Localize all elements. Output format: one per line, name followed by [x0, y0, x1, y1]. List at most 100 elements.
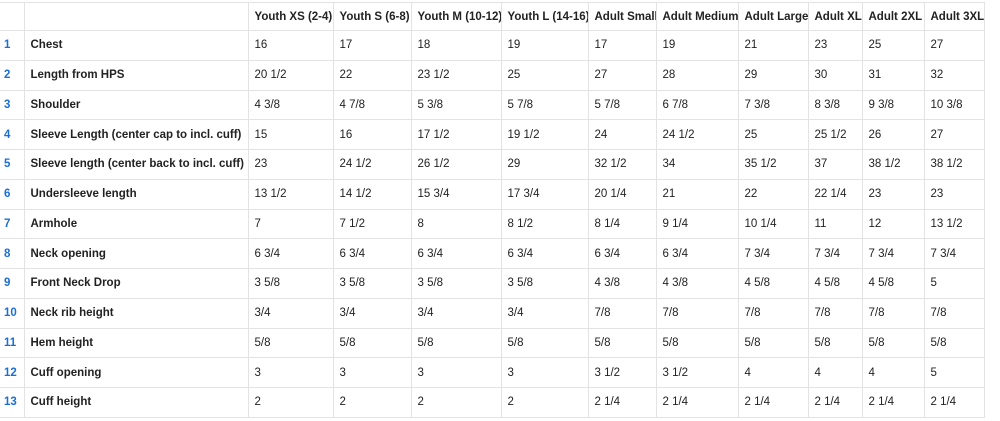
cell-value: 2 1/4 — [807, 387, 863, 418]
cell-value: 7/8 — [587, 297, 657, 329]
table-row: 2 Length from HPS 20 1/2 22 23 1/2 25 27 28 29 30… — [0, 59, 985, 91]
cell-value: 2 1/4 — [861, 387, 925, 418]
cell-value: 5/8 — [655, 327, 739, 359]
row-label: Cuff height — [23, 387, 249, 418]
cell-value: 2 1/4 — [923, 387, 985, 418]
cell-value: 7 3/4 — [861, 238, 925, 269]
table-row: 4 Sleeve Length (center cap to incl. cuff… — [0, 119, 985, 150]
row-label: Hem height — [23, 327, 249, 359]
cell-value: 25 1/2 — [807, 119, 863, 150]
row-label: Armhole — [23, 208, 249, 240]
cell-value: 16 — [332, 119, 412, 150]
cell-value: 6 3/4 — [332, 238, 412, 269]
cell-value: 5/8 — [807, 327, 863, 359]
cell-value: 23 — [807, 30, 863, 61]
cell-value: 19 1/2 — [500, 119, 589, 150]
cell-value: 4 5/8 — [807, 268, 863, 299]
cell-value: 4 — [807, 357, 863, 388]
cell-value: 5/8 — [737, 327, 809, 359]
cell-value: 4 3/8 — [587, 268, 657, 299]
cell-value: 25 — [861, 30, 925, 61]
cell-value: 18 — [410, 30, 502, 61]
cell-value: 4 7/8 — [332, 89, 412, 121]
cell-value: 2 1/4 — [655, 387, 739, 418]
cell-value: 3/4 — [410, 297, 502, 329]
cell-value: 3/4 — [247, 297, 334, 329]
cell-value: 24 1/2 — [655, 119, 739, 150]
cell-value: 5/8 — [332, 327, 412, 359]
cell-value: 5 — [923, 357, 985, 388]
cell-value: 6 3/4 — [587, 238, 657, 269]
table-row: 3 Shoulder 4 3/8 4 7/8 5 3/8 5 7/8 5 7/8 6 7/8 7… — [0, 89, 985, 121]
column-header: Adult Large — [737, 2, 809, 31]
cell-value: 6 3/4 — [247, 238, 334, 269]
cell-value: 3 1/2 — [587, 357, 657, 388]
cell-value: 2 — [332, 387, 412, 418]
cell-value: 5 7/8 — [587, 89, 657, 121]
row-index: 13 — [0, 387, 25, 418]
cell-value: 9 3/8 — [861, 89, 925, 121]
column-header: Adult 2XL — [861, 2, 925, 31]
header-row: Youth XS (2-4) Youth S (6-8) Youth M (10-1… — [0, 2, 985, 31]
cell-value: 11 — [807, 208, 863, 240]
cell-value: 7/8 — [655, 297, 739, 329]
cell-value: 14 1/2 — [332, 178, 412, 210]
cell-value: 22 1/4 — [807, 178, 863, 210]
cell-value: 4 3/8 — [655, 268, 739, 299]
cell-value: 28 — [655, 59, 739, 91]
cell-value: 2 — [410, 387, 502, 418]
table-row: 5 Sleeve length (center back to incl. cuf… — [0, 149, 985, 180]
cell-value: 25 — [500, 59, 589, 91]
cell-value: 6 3/4 — [410, 238, 502, 269]
row-label: Cuff opening — [23, 357, 249, 388]
row-label: Shoulder — [23, 89, 249, 121]
table-row: 10 Neck rib height 3/4 3/4 3/4 3/4 7/8 7/8 7/8 7/… — [0, 297, 985, 329]
cell-value: 6 3/4 — [655, 238, 739, 269]
cell-value: 5/8 — [247, 327, 334, 359]
table-row: 1 Chest 16 17 18 19 17 19 21 23 25 27 — [0, 30, 985, 61]
cell-value: 38 1/2 — [923, 149, 985, 180]
size-table: Youth XS (2-4) Youth S (6-8) Youth M (10-1… — [0, 2, 985, 418]
cell-value: 8 1/4 — [587, 208, 657, 240]
cell-value: 20 1/2 — [247, 59, 334, 91]
header-cell — [23, 2, 249, 31]
row-index: 4 — [0, 119, 25, 150]
cell-value: 3 — [332, 357, 412, 388]
cell-value: 3 — [247, 357, 334, 388]
cell-value: 3 — [500, 357, 589, 388]
cell-value: 3/4 — [500, 297, 589, 329]
cell-value: 5 — [923, 268, 985, 299]
cell-value: 32 1/2 — [587, 149, 657, 180]
cell-value: 2 — [500, 387, 589, 418]
row-index: 1 — [0, 30, 25, 61]
cell-value: 27 — [923, 30, 985, 61]
table-row: 8 Neck opening 6 3/4 6 3/4 6 3/4 6 3/4 6 3/4 6 … — [0, 238, 985, 269]
cell-value: 12 — [861, 208, 925, 240]
header-cell — [0, 2, 25, 31]
cell-value: 23 — [923, 178, 985, 210]
cell-value: 5/8 — [587, 327, 657, 359]
cell-value: 7/8 — [923, 297, 985, 329]
cell-value: 10 3/8 — [923, 89, 985, 121]
cell-value: 8 1/2 — [500, 208, 589, 240]
cell-value: 20 1/4 — [587, 178, 657, 210]
row-index: 2 — [0, 59, 25, 91]
cell-value: 5/8 — [923, 327, 985, 359]
cell-value: 13 1/2 — [923, 208, 985, 240]
cell-value: 6 7/8 — [655, 89, 739, 121]
cell-value: 31 — [861, 59, 925, 91]
row-label: Neck rib height — [23, 297, 249, 329]
column-header: Youth M (10-12) — [410, 2, 502, 31]
column-header: Adult XL — [807, 2, 863, 31]
table-row: 6 Undersleeve length 13 1/2 14 1/2 15 3/4 17 … — [0, 178, 985, 210]
cell-value: 23 — [861, 178, 925, 210]
row-index: 5 — [0, 149, 25, 180]
cell-value: 16 — [247, 30, 334, 61]
column-header: Adult Small — [587, 2, 657, 31]
cell-value: 8 3/8 — [807, 89, 863, 121]
row-index: 11 — [0, 327, 25, 359]
row-index: 10 — [0, 297, 25, 329]
table-row: 7 Armhole 7 7 1/2 8 8 1/2 8 1/4 9 1/4 10 1/4 11 12… — [0, 208, 985, 240]
cell-value: 21 — [737, 30, 809, 61]
